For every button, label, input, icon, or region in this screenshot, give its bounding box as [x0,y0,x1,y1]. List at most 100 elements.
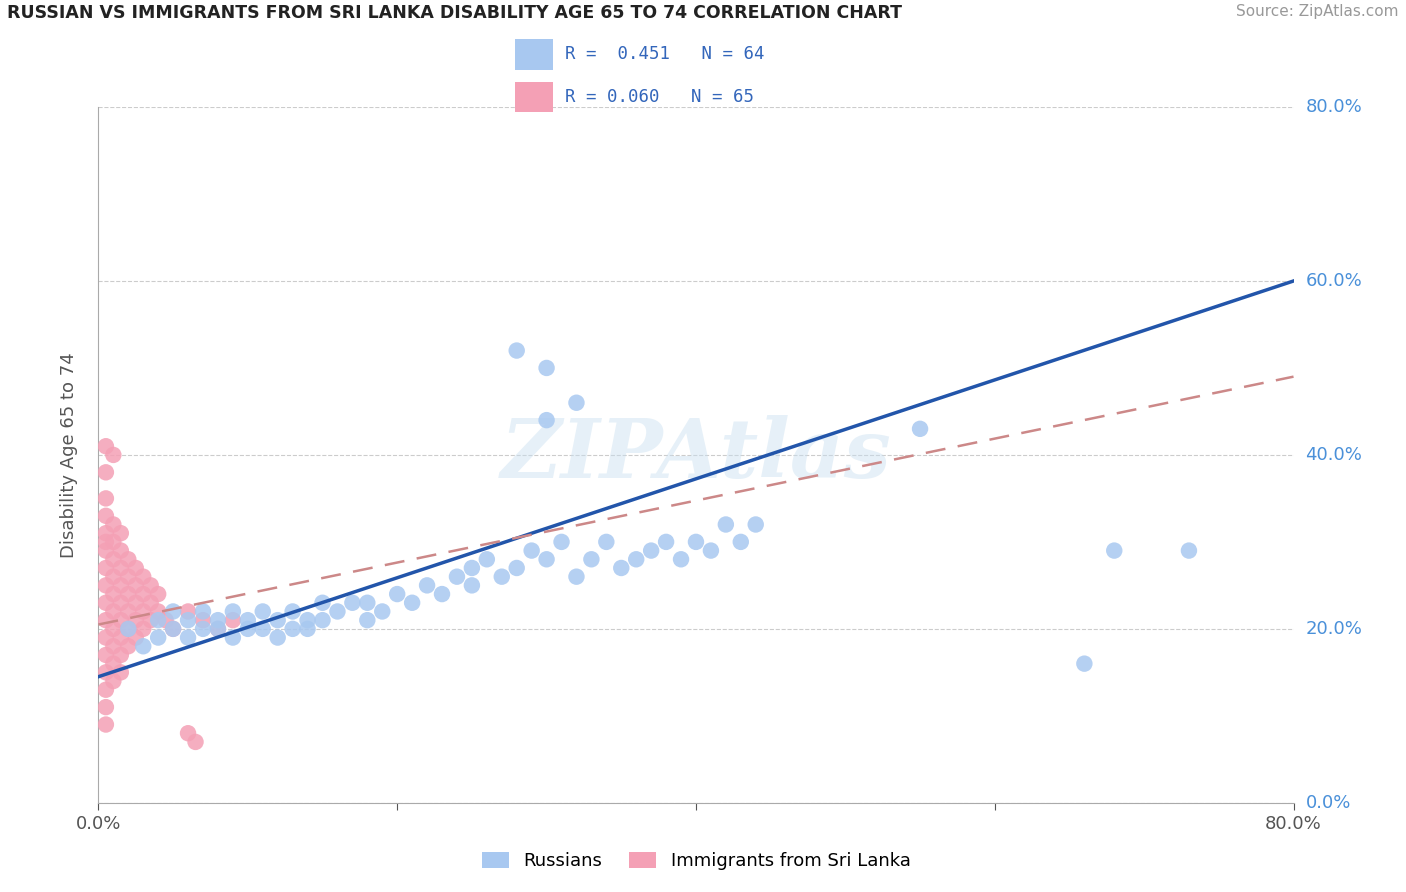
Point [281,622,304,636]
Point [371,605,394,619]
Point [139,596,162,610]
Point [110,561,132,575]
Point [103,587,125,601]
Point [125,596,148,610]
Point [236,622,259,636]
Point [177,605,200,619]
Point [184,735,207,749]
Point [132,622,155,636]
Point [94,466,117,480]
Point [1178,543,1201,558]
Point [94,508,117,523]
Point [177,726,200,740]
Point [908,422,931,436]
Point [110,596,132,610]
Point [685,534,707,549]
Point [342,596,364,610]
Point [110,648,132,662]
Point [162,605,184,619]
Point [311,596,333,610]
Point [125,613,148,627]
Point [565,396,588,410]
Point [640,543,662,558]
Point [191,605,214,619]
Point [117,622,139,636]
Point [103,552,125,566]
Point [236,613,259,627]
Point [297,613,319,627]
Point [148,605,170,619]
Point [103,448,125,462]
Point [191,622,214,636]
Point [281,605,304,619]
Point [491,570,513,584]
Point [730,534,752,549]
Point [401,596,423,610]
Point [94,717,117,731]
Point [110,613,132,627]
Point [610,561,633,575]
Point [565,570,588,584]
Point [506,343,529,358]
Point [177,631,200,645]
Point [191,613,214,627]
Point [110,526,132,541]
Point [207,613,229,627]
Text: 40.0%: 40.0% [1305,446,1362,464]
Legend: Russians, Immigrants from Sri Lanka: Russians, Immigrants from Sri Lanka [474,845,918,877]
Point [1073,657,1095,671]
Point [125,631,148,645]
Point [94,561,117,575]
Text: 80.0%: 80.0% [1305,98,1362,116]
Point [103,674,125,689]
Point [655,534,678,549]
Point [103,639,125,653]
Point [520,543,543,558]
Point [132,605,155,619]
Point [94,439,117,453]
Text: 60.0%: 60.0% [1305,272,1362,290]
Point [139,578,162,592]
Point [222,605,245,619]
Point [595,534,617,549]
Point [148,631,170,645]
Point [94,700,117,714]
Text: R =  0.451   N = 64: R = 0.451 N = 64 [565,45,765,63]
Point [148,613,170,627]
Point [110,578,132,592]
Point [94,578,117,592]
Point [103,517,125,532]
Point [536,360,558,375]
Point [581,552,603,566]
Point [356,613,378,627]
Point [536,413,558,427]
Point [700,543,723,558]
Point [94,534,117,549]
Point [103,622,125,636]
Point [550,534,572,549]
Point [110,543,132,558]
Point [117,639,139,653]
Point [94,682,117,697]
Point [155,613,177,627]
Point [177,613,200,627]
Point [416,578,439,592]
Point [506,561,529,575]
Text: ZIPAtlas: ZIPAtlas [501,415,891,495]
Point [132,639,155,653]
Point [125,578,148,592]
Point [94,596,117,610]
Point [125,561,148,575]
Point [94,543,117,558]
Bar [515,39,554,70]
Point [267,631,290,645]
Point [252,622,274,636]
Text: 0.0%: 0.0% [1305,794,1351,812]
Point [132,587,155,601]
Bar [515,82,554,112]
Point [297,622,319,636]
Point [267,613,290,627]
Point [714,517,737,532]
Point [94,648,117,662]
Point [162,622,184,636]
